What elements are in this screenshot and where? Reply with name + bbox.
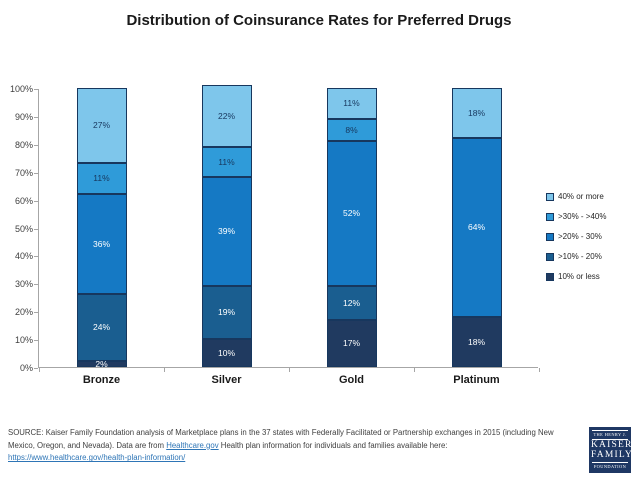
legend-swatch (546, 192, 554, 201)
legend-item: >30% - >40% (546, 212, 638, 221)
bar-segment-value-label: 8% (345, 124, 358, 135)
y-axis-tick-label: 10% (14, 335, 33, 346)
logo-line-foundation: FOUNDATION (593, 463, 627, 469)
x-axis-tick-mark (539, 368, 540, 372)
bar-segment: 18% (451, 317, 502, 367)
bar-segment: 27% (76, 88, 127, 163)
y-axis-tick-mark (34, 144, 38, 146)
bar-segment: 11% (76, 163, 127, 194)
legend-label: >30% - >40% (558, 212, 607, 221)
x-axis-tick-mark (39, 368, 40, 372)
bar-segment: 17% (326, 320, 377, 367)
y-axis-tick-mark (34, 368, 38, 369)
chart-title: Distribution of Coinsurance Rates for Pr… (126, 12, 512, 29)
x-axis-category-label: Silver (211, 374, 242, 386)
bar-segment-value-label: 18% (467, 107, 485, 118)
y-axis-tick-label: 20% (14, 307, 33, 318)
y-axis-tick-label: 80% (14, 139, 33, 150)
bar-segment-value-label: 64% (467, 222, 485, 233)
bar-segment-value-label: 39% (217, 226, 235, 237)
source-text-2: Health plan information for individuals … (218, 440, 448, 450)
legend-swatch (546, 232, 554, 241)
legend-item: >20% - 30% (546, 232, 638, 241)
x-axis-category-label: Gold (338, 374, 365, 386)
bar-segment-value-label: 19% (217, 307, 235, 318)
logo-line-family: FAMILY (591, 449, 633, 460)
bar-segment: 11% (201, 147, 252, 177)
bar-segment-value-label: 12% (342, 297, 360, 308)
bar-segment-value-label: 11% (93, 173, 110, 184)
y-axis-tick-label: 30% (14, 279, 33, 290)
bar-segment: 36% (76, 194, 127, 294)
y-axis-tick-mark (34, 340, 38, 342)
logo-line-the-henry-j: THE HENRY J. (593, 432, 627, 437)
bar-segment-value-label: 27% (92, 120, 110, 131)
legend-item: >10% - 20% (546, 252, 638, 261)
bar-segment: 24% (76, 294, 127, 361)
y-axis-tick-label: 50% (14, 223, 33, 234)
y-axis-tick-mark (34, 256, 38, 258)
bar-segment: 52% (326, 141, 377, 286)
bar-segment: 22% (201, 85, 252, 147)
x-axis-category-label: Platinum (453, 374, 500, 386)
bar-segment: 8% (326, 119, 377, 141)
legend-item: 10% or less (546, 272, 638, 281)
y-axis-tick-label: 40% (14, 251, 33, 262)
logo-rule (592, 461, 628, 463)
y-axis-tick-label: 90% (14, 111, 33, 122)
legend: 40% or more >30% - >40% >20% - 30% >10% - 2… (546, 192, 638, 292)
x-axis-category-label: Bronze (82, 374, 121, 386)
bar-segment-value-label: 36% (92, 238, 110, 249)
bar-segment: 11% (326, 88, 377, 119)
kaiser-family-foundation-logo: THE HENRY J. KAISER FAMILY FOUNDATION (589, 427, 633, 473)
y-axis-tick-mark (34, 172, 38, 174)
bar-segment-value-label: 17% (342, 338, 360, 349)
bar-segment-value-label: 11% (343, 98, 360, 109)
logo-rule (592, 430, 628, 431)
bar-segment: 39% (201, 177, 252, 286)
legend-label: 40% or more (558, 192, 604, 201)
legend-label: 10% or less (558, 272, 600, 281)
logo-rule (592, 438, 628, 440)
bar-segment-value-label: 18% (467, 336, 485, 347)
logo-line-kaiser: KAISER (591, 439, 633, 450)
y-axis-tick-mark (34, 200, 38, 202)
health-plan-information-link[interactable]: https://www.healthcare.gov/health-plan-i… (8, 453, 186, 463)
chart-plot-area: 0% 10% 20% 30% 40% 50% 60% 70% 80% 90% 100% 2% 24% 36… (10, 84, 540, 386)
source-text: SOURCE: Kaiser Family Foundation analysi… (8, 428, 554, 450)
legend-label: >10% - 20% (558, 252, 602, 261)
x-axis-tick-mark (289, 368, 290, 372)
legend-swatch (546, 272, 554, 281)
bar-segment: 10% (201, 339, 252, 367)
x-axis-tick-mark (414, 368, 415, 372)
y-axis-tick-label: 60% (14, 195, 33, 206)
bar-segment: 64% (451, 138, 502, 317)
legend-swatch (546, 212, 554, 221)
bar-segment-value-label: 52% (342, 208, 360, 219)
bar-segment-value-label: 11% (218, 156, 235, 167)
y-axis-tick-label: 0% (19, 363, 33, 373)
bar-segment-value-label: 2% (95, 358, 108, 369)
source-note: SOURCE: Kaiser Family Foundation analysi… (8, 427, 582, 465)
y-axis-tick-mark (34, 228, 38, 230)
healthcare-gov-link[interactable]: Healthcare.gov (166, 440, 219, 450)
y-axis-tick-label: 70% (14, 167, 33, 178)
y-axis-tick-mark (34, 312, 38, 314)
bar-segment: 18% (451, 88, 502, 138)
bar-segment: 12% (326, 286, 377, 320)
y-axis-tick-label: 100% (9, 84, 33, 94)
bar-segment: 19% (201, 286, 252, 339)
legend-label: >20% - 30% (558, 232, 602, 241)
bar-segment: 2% (76, 358, 127, 369)
bar-segment-value-label: 22% (217, 110, 235, 121)
y-axis-tick-mark (34, 284, 38, 286)
bar-segment-value-label: 10% (217, 347, 235, 358)
bar-segment-value-label: 24% (92, 322, 110, 333)
x-axis-tick-mark (164, 368, 165, 372)
y-axis-tick-mark (34, 116, 38, 118)
legend-swatch (546, 252, 554, 261)
legend-item: 40% or more (546, 192, 638, 201)
y-axis-tick-mark (34, 89, 38, 90)
